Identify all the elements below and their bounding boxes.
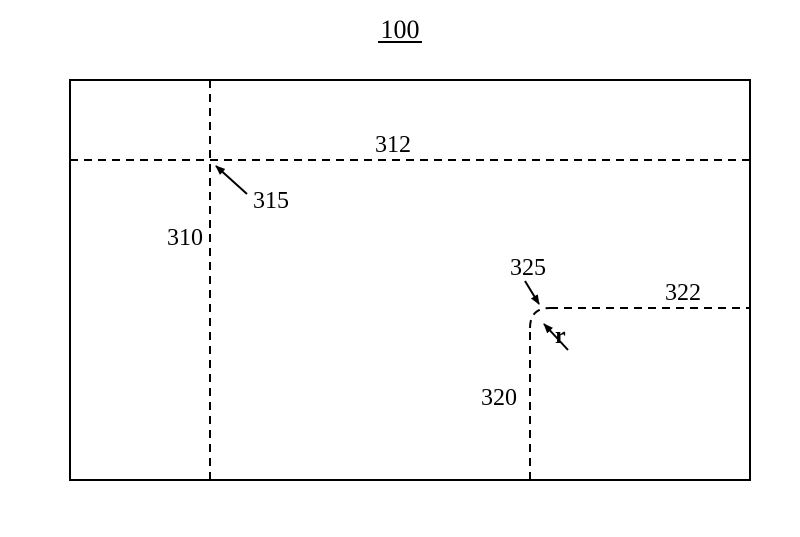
arrow-315	[216, 166, 247, 194]
technical-diagram: 100 312 310 320 322 325 315 r	[0, 0, 800, 537]
arrow-325	[525, 281, 539, 304]
label-320: 320	[481, 385, 517, 411]
label-312: 312	[375, 132, 411, 158]
figure-title: 100	[381, 15, 420, 44]
label-325: 325	[510, 255, 546, 281]
label-322: 322	[665, 280, 701, 306]
label-310: 310	[167, 225, 203, 251]
corner-fillet-325	[530, 308, 550, 328]
label-315: 315	[253, 188, 289, 214]
label-r: r	[555, 323, 566, 349]
